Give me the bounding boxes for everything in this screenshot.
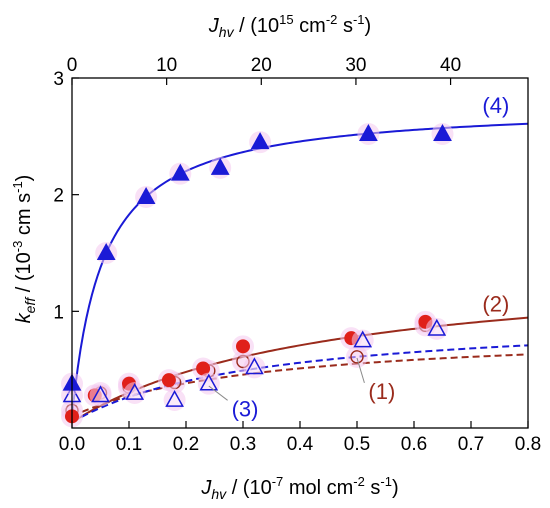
point-marker bbox=[245, 357, 264, 375]
x-bottom-tick-label: 0.2 bbox=[173, 434, 199, 455]
point-marker bbox=[199, 373, 219, 391]
point-series-4-3 bbox=[169, 162, 192, 185]
y-tick-label: 1 bbox=[53, 302, 64, 323]
point-series-4-5 bbox=[249, 131, 272, 154]
x-bottom-tick-label: 0.7 bbox=[458, 434, 484, 455]
point-marker bbox=[353, 330, 373, 348]
point-marker bbox=[125, 382, 145, 400]
curve-label-1: (1) bbox=[368, 379, 395, 404]
x-bottom-axis-title: Jhv / (10-7 mol cm-2 s-1) bbox=[200, 474, 398, 502]
x-bottom-tick-label: 0.8 bbox=[515, 434, 541, 455]
x-bottom-tick-label: 0.3 bbox=[230, 434, 256, 455]
point-marker bbox=[170, 163, 190, 181]
point-marker bbox=[96, 242, 116, 260]
x-bottom-tick-label: 0.6 bbox=[401, 434, 427, 455]
point-series-3-4 bbox=[197, 372, 220, 395]
point-marker bbox=[350, 350, 364, 364]
point-series-3-2 bbox=[123, 382, 146, 404]
x-top-tick-label: 0 bbox=[67, 55, 78, 76]
x-bottom-tick-label: 0.0 bbox=[59, 434, 85, 455]
curve-label-2: (2) bbox=[482, 291, 509, 316]
x-bottom-tick-label: 0.4 bbox=[287, 434, 314, 455]
annotation-pointer-1 bbox=[356, 357, 365, 383]
point-marker bbox=[136, 186, 156, 204]
point-series-3-7 bbox=[425, 317, 448, 340]
y-tick-label: 3 bbox=[53, 69, 64, 90]
point-series-3-1 bbox=[89, 384, 112, 407]
point-marker bbox=[91, 385, 110, 403]
point-series-3-6 bbox=[351, 329, 374, 352]
y-axis-title: keff / (10-3 cm s-1) bbox=[10, 175, 38, 324]
axes: 0.0 0.1 0.2 0.3 0.4 0.5 0.6 0.7 0.8 0 10 20 30 40 1 2 3 bbox=[53, 55, 541, 455]
fit-curve-3 bbox=[72, 344, 528, 424]
point-marker bbox=[433, 123, 452, 141]
point-series-4-1 bbox=[95, 242, 118, 264]
point-series-4-4 bbox=[209, 156, 232, 179]
point-series-4-7 bbox=[431, 123, 454, 145]
x-bottom-tick-label: 0.1 bbox=[116, 434, 142, 455]
point-series-4-6 bbox=[357, 123, 380, 145]
x-top-tick-label: 10 bbox=[156, 55, 177, 76]
point-marker bbox=[236, 339, 250, 354]
point-series-2-3 bbox=[157, 369, 180, 392]
point-series-3-3 bbox=[163, 389, 186, 411]
x-bottom-tick-label: 0.5 bbox=[344, 434, 370, 455]
x-top-axis-title: Jhv / (1015 cm-2 s-1) bbox=[208, 12, 371, 40]
curve-label-3: (3) bbox=[232, 396, 259, 421]
axis-titles: Jhv / (10-7 mol cm-2 s-1) Jhv / (1015 cm-… bbox=[10, 12, 399, 502]
point-marker bbox=[210, 157, 230, 175]
point-series-3-5 bbox=[243, 356, 266, 379]
plot-area: (1) (2) (3) (4) bbox=[61, 93, 528, 428]
plot-frame bbox=[71, 77, 529, 429]
point-marker bbox=[359, 123, 378, 141]
point-marker bbox=[165, 389, 184, 407]
point-marker bbox=[250, 132, 270, 150]
fit-curve-2 bbox=[72, 316, 528, 424]
point-marker bbox=[161, 373, 176, 388]
curve-label-4: (4) bbox=[482, 93, 509, 118]
x-top-tick-label: 40 bbox=[440, 55, 461, 76]
x-top-tick-label: 30 bbox=[345, 55, 366, 76]
point-series-2-5 bbox=[232, 335, 254, 358]
fit-curve-4 bbox=[72, 122, 528, 417]
x-top-tick-label: 20 bbox=[251, 55, 272, 76]
annotation-pointer-3 bbox=[208, 385, 228, 401]
point-marker bbox=[427, 318, 447, 336]
y-tick-label: 2 bbox=[53, 186, 64, 207]
point-series-4-2 bbox=[135, 186, 158, 208]
